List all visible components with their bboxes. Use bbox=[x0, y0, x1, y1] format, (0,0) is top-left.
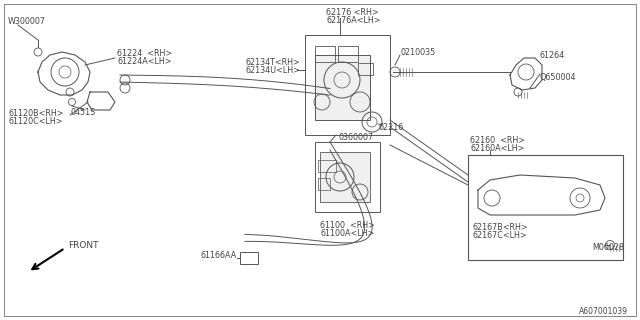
Text: 0210035: 0210035 bbox=[400, 47, 435, 57]
Bar bbox=[318, 160, 336, 172]
Text: 61120B<RH>: 61120B<RH> bbox=[8, 108, 63, 117]
Text: 61100  <RH>: 61100 <RH> bbox=[320, 220, 375, 229]
Text: Q650004: Q650004 bbox=[540, 73, 577, 82]
Text: 62160A<LH>: 62160A<LH> bbox=[470, 143, 524, 153]
Bar bbox=[320, 152, 370, 202]
Text: FRONT: FRONT bbox=[68, 242, 99, 251]
Text: 62160  <RH>: 62160 <RH> bbox=[470, 135, 525, 145]
Text: 61264: 61264 bbox=[540, 51, 565, 60]
Text: 62167B<RH>: 62167B<RH> bbox=[472, 223, 527, 233]
Text: 61224  <RH>: 61224 <RH> bbox=[117, 49, 172, 58]
Text: 62167C<LH>: 62167C<LH> bbox=[472, 231, 527, 241]
Text: 0360007: 0360007 bbox=[338, 132, 373, 141]
Text: A607001039: A607001039 bbox=[579, 308, 628, 316]
Bar bbox=[468, 155, 623, 260]
Text: 0451S: 0451S bbox=[70, 108, 95, 116]
Text: 62176 <RH>: 62176 <RH> bbox=[326, 7, 379, 17]
Text: 61100A<LH>: 61100A<LH> bbox=[320, 228, 374, 237]
Bar bbox=[358, 63, 373, 75]
Bar bbox=[318, 178, 330, 190]
Text: 61166AA: 61166AA bbox=[200, 252, 236, 260]
Bar bbox=[240, 252, 258, 264]
Bar bbox=[305, 35, 390, 135]
Bar bbox=[315, 142, 380, 212]
Text: 61224A<LH>: 61224A<LH> bbox=[117, 57, 172, 66]
Text: 62134T<RH>: 62134T<RH> bbox=[245, 58, 300, 67]
Text: 62176A<LH>: 62176A<LH> bbox=[326, 15, 381, 25]
Bar bbox=[315, 55, 370, 120]
Text: 61120C<LH>: 61120C<LH> bbox=[8, 116, 63, 125]
Bar bbox=[315, 46, 335, 62]
Text: 62216: 62216 bbox=[378, 123, 403, 132]
Text: M00028: M00028 bbox=[592, 243, 624, 252]
Text: W300007: W300007 bbox=[8, 17, 46, 26]
Bar bbox=[338, 46, 358, 62]
Text: 62134U<LH>: 62134U<LH> bbox=[245, 66, 300, 75]
